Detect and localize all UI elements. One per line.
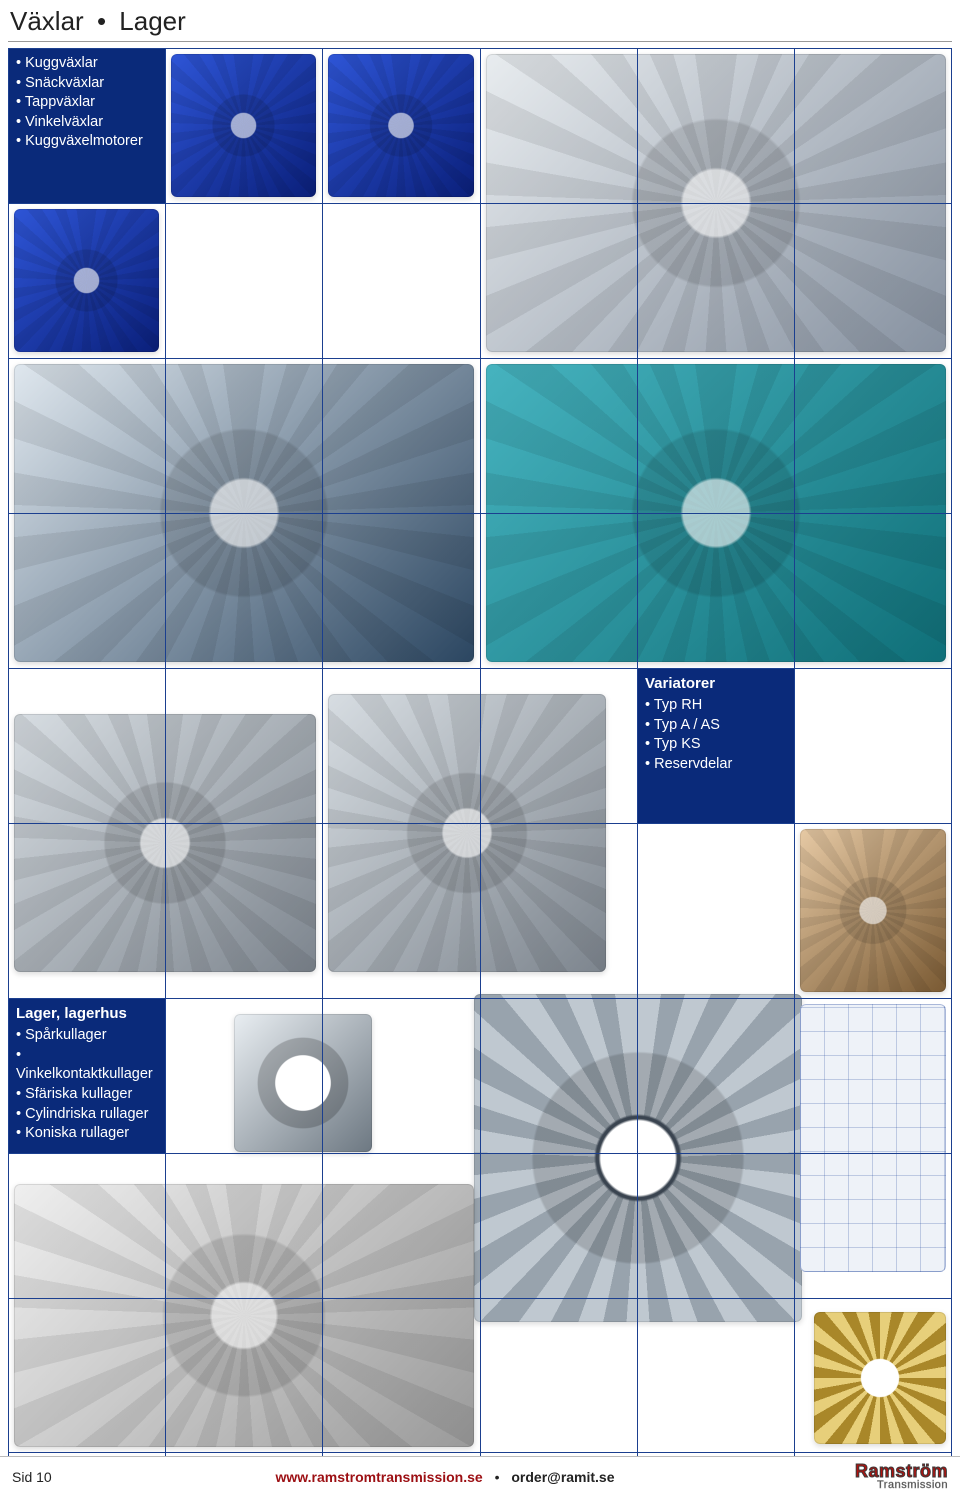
list-item: Vinkelväxlar: [16, 113, 157, 133]
list-item: Vinkelkontaktkullager: [16, 1046, 157, 1085]
image-variator-teal: [480, 358, 952, 668]
page-title-right: Lager: [119, 6, 186, 36]
page-title-separator: •: [97, 6, 106, 36]
page-title: Växlar • Lager: [8, 0, 952, 41]
image-gold-ball-bearing: [808, 1306, 952, 1450]
title-underline: [8, 41, 952, 42]
panel-bearings-list: Spårkullager Vinkelkontaktkullager Sfäri…: [16, 1026, 157, 1143]
footer-url: www.ramstromtransmission.se: [275, 1469, 482, 1485]
footer-center: www.ramstromtransmission.se • order@rami…: [102, 1469, 788, 1485]
list-item: Typ KS: [645, 735, 786, 755]
content-grid-area: Kuggväxlar Snäckväxlar Tappväxlar Vinkel…: [8, 48, 952, 1496]
list-item: Kuggväxlar: [16, 54, 157, 74]
list-item: Reservdelar: [645, 755, 786, 775]
panel-variators-heading: Variatorer: [645, 674, 786, 694]
image-deep-groove-bearing: [468, 988, 808, 1328]
panel-gear-types: Kuggväxlar Snäckväxlar Tappväxlar Vinkel…: [8, 48, 165, 203]
brand-subtitle: Transmission: [788, 1480, 948, 1491]
image-variator-grey-mid: [322, 688, 612, 978]
list-item: Sfäriska kullager: [16, 1085, 157, 1105]
page-footer: Sid 10 www.ramstromtransmission.se • ord…: [0, 1456, 960, 1496]
list-item: Cylindriska rullager: [16, 1105, 157, 1125]
image-gearbox-blue-2: [322, 48, 480, 203]
image-steel-gears: [8, 358, 480, 668]
footer-brand-logo: Ramström Transmission: [788, 1462, 948, 1491]
footer-separator: •: [495, 1469, 500, 1485]
image-large-gearset: [480, 48, 952, 358]
image-variator-discs: [794, 823, 952, 998]
page-title-left: Växlar: [10, 6, 84, 36]
list-item: Snäckväxlar: [16, 74, 157, 94]
image-bearing-schematic: [794, 998, 952, 1278]
list-item: Tappväxlar: [16, 93, 157, 113]
image-gearbox-blue-3: [8, 203, 165, 358]
image-gearbox-blue-1: [165, 48, 322, 203]
image-roller-bearing: [228, 1008, 378, 1158]
footer-email: order@ramit.se: [511, 1469, 614, 1485]
list-item: Koniska rullager: [16, 1124, 157, 1144]
panel-bearings: Lager, lagerhus Spårkullager Vinkelkonta…: [8, 998, 165, 1153]
panel-variators-list: Typ RH Typ A / AS Typ KS Reservdelar: [645, 696, 786, 774]
panel-bearings-heading: Lager, lagerhus: [16, 1004, 157, 1024]
footer-page-number: Sid 10: [12, 1469, 102, 1485]
image-variator-grey-left: [8, 708, 322, 978]
list-item: Typ RH: [645, 696, 786, 716]
image-bearing-housings: [8, 1178, 480, 1453]
list-item: Typ A / AS: [645, 716, 786, 736]
panel-gear-types-list: Kuggväxlar Snäckväxlar Tappväxlar Vinkel…: [16, 54, 157, 152]
brand-name: Ramström: [788, 1462, 948, 1480]
list-item: Kuggväxelmotorer: [16, 132, 157, 152]
panel-variators: Variatorer Typ RH Typ A / AS Typ KS Rese…: [637, 668, 794, 823]
list-item: Spårkullager: [16, 1026, 157, 1046]
